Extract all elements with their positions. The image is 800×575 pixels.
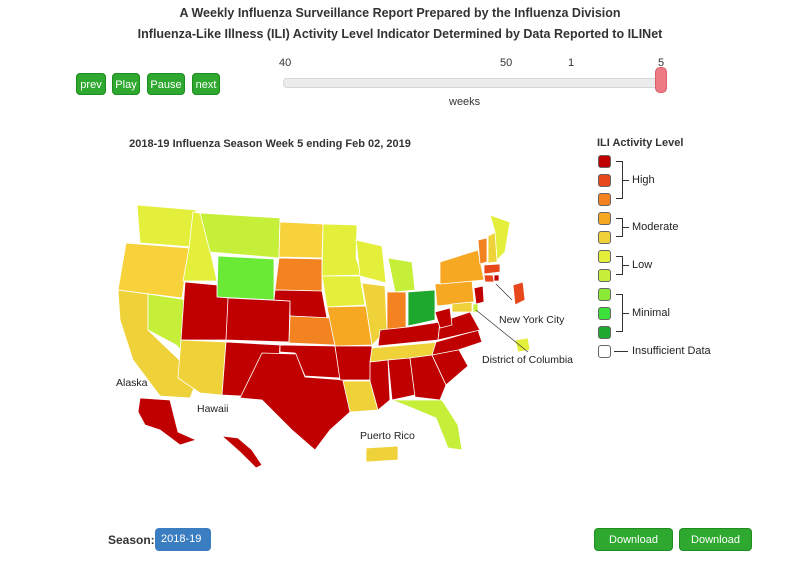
legend-swatch-low-2	[598, 269, 611, 282]
state-new-york[interactable]	[439, 249, 485, 285]
state-wisconsin[interactable]	[355, 239, 387, 284]
caret-up-icon: ▲	[163, 558, 171, 567]
new-york-city-label: New York City	[499, 314, 565, 326]
legend-bracket-minimal-tick	[623, 313, 629, 314]
legend-insufficient-line	[614, 351, 628, 352]
state-texas[interactable]	[239, 352, 351, 451]
state-vermont[interactable]	[477, 237, 488, 265]
prev-button[interactable]: prev	[76, 73, 106, 95]
legend-bracket-high	[616, 161, 623, 199]
state-florida[interactable]	[391, 399, 463, 451]
puerto-rico-label: Puerto Rico	[360, 430, 415, 442]
week-slider-handle[interactable]	[655, 67, 667, 93]
page-title: A Weekly Influenza Surveillance Report P…	[179, 6, 621, 20]
legend-swatch-minimal-3	[598, 326, 611, 339]
alaska-label: Alaska	[116, 377, 148, 389]
legend-swatch-high-3	[598, 193, 611, 206]
state-connecticut[interactable]	[483, 274, 495, 283]
state-colorado[interactable]	[225, 297, 291, 343]
district-of-columbia-callout[interactable]	[514, 337, 531, 353]
state-hawaii[interactable]	[220, 435, 263, 469]
map-title: 2018-19 Influenza Season Week 5 ending F…	[129, 138, 411, 150]
legend-bracket-low	[616, 256, 623, 275]
season-dropdown-value: 2018-19	[161, 533, 202, 545]
state-arizona[interactable]	[177, 339, 227, 396]
slider-tick-label-40: 40	[279, 57, 292, 69]
slider-tick-label-5: 5	[658, 57, 665, 69]
legend-swatch-minimal-2	[598, 307, 611, 320]
legend-swatch-low-1	[598, 250, 611, 263]
state-ohio[interactable]	[407, 289, 436, 327]
legend-bracket-moderate	[616, 218, 623, 237]
new-york-city-callout[interactable]	[512, 281, 526, 306]
state-montana[interactable]	[199, 212, 281, 259]
legend-bracket-high-tick	[623, 180, 629, 181]
state-new-jersey[interactable]	[473, 285, 485, 305]
legend-title: ILI Activity Level	[597, 137, 684, 149]
state-washington[interactable]	[136, 204, 197, 248]
season-label: Season:	[108, 533, 155, 547]
state-nevada[interactable]	[147, 293, 189, 351]
state-michigan[interactable]	[387, 257, 416, 293]
state-new-hampshire[interactable]	[487, 231, 498, 264]
state-north-dakota[interactable]	[278, 221, 324, 259]
season-dropdown[interactable]: 2018-19 ▲	[155, 528, 211, 567]
state-kansas[interactable]	[288, 315, 336, 346]
legend-bracket-minimal	[616, 294, 623, 332]
state-minnesota[interactable]	[321, 223, 363, 277]
legend-swatch-insufficient	[598, 345, 611, 358]
legend-label-insufficient: Insufficient Data	[632, 345, 711, 357]
download-data-button[interactable]: Download Data	[679, 528, 752, 569]
state-south-dakota[interactable]	[274, 257, 323, 292]
legend-label-minimal: Minimal	[632, 307, 670, 319]
next-button[interactable]: next	[192, 73, 220, 95]
legend-swatch-minimal-1	[598, 288, 611, 301]
legend-swatch-moderate-2	[598, 231, 611, 244]
legend-label-low: Low	[632, 259, 653, 271]
hawaii-label: Hawaii	[197, 403, 229, 415]
play-button[interactable]: Play	[112, 73, 140, 95]
legend-bracket-moderate-tick	[623, 227, 629, 228]
state-missouri[interactable]	[326, 305, 373, 347]
dc-leader-line	[475, 309, 529, 353]
state-oregon[interactable]	[117, 242, 190, 299]
state-maine[interactable]	[489, 214, 511, 261]
legend-label-moderate: Moderate	[632, 221, 679, 233]
pause-button[interactable]: Pause	[147, 73, 185, 95]
territory-puerto-rico[interactable]	[365, 445, 399, 463]
slider-axis-label: weeks	[449, 96, 481, 108]
state-arkansas[interactable]	[334, 345, 373, 381]
state-west-virginia[interactable]	[434, 307, 453, 329]
slider-tick-label-1: 1	[568, 57, 575, 69]
state-iowa[interactable]	[321, 275, 366, 308]
state-virginia[interactable]	[437, 311, 481, 341]
state-alaska[interactable]	[137, 397, 198, 446]
state-mississippi[interactable]	[369, 359, 391, 411]
us-ili-map	[117, 204, 531, 469]
legend-swatch-high-1	[598, 155, 611, 168]
state-wyoming[interactable]	[216, 255, 275, 301]
download-image-button[interactable]: Download Image	[594, 528, 673, 569]
nyc-leader-line	[495, 283, 513, 301]
page-subtitle: Influenza-Like Illness (ILI) Activity Le…	[137, 27, 663, 41]
legend-swatch-high-2	[598, 174, 611, 187]
legend-label-high: High	[632, 174, 655, 186]
state-massachusetts[interactable]	[483, 263, 501, 275]
slider-tick-label-50: 50	[500, 57, 513, 69]
state-rhode-island[interactable]	[493, 274, 500, 282]
legend-bracket-low-tick	[623, 265, 629, 266]
state-maryland[interactable]	[451, 301, 473, 313]
legend-swatch-moderate-1	[598, 212, 611, 225]
state-indiana[interactable]	[386, 291, 407, 331]
dc-label: District of Columbia	[482, 354, 574, 366]
